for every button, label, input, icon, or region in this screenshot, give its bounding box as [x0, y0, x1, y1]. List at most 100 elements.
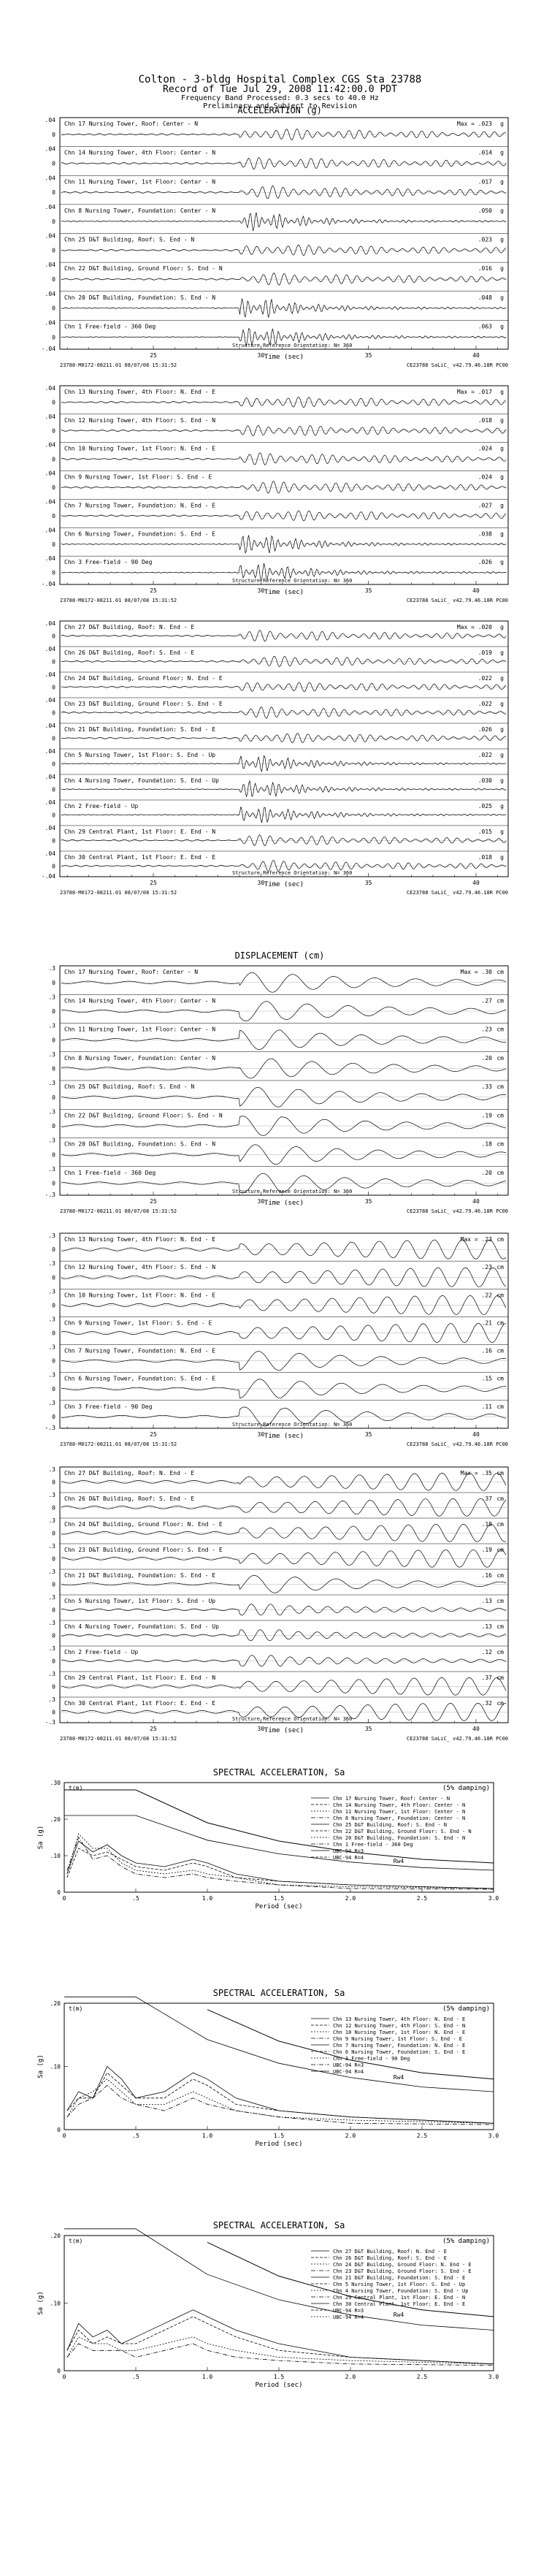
trace: [61, 157, 507, 170]
spectra-title: SPECTRAL ACCELERATION, Sa: [213, 1767, 345, 1777]
y-tick-label: .04: [45, 414, 56, 420]
y-tick-label: .3: [48, 1569, 55, 1575]
trace: [61, 185, 507, 199]
y-tick-label: 0: [52, 1658, 55, 1664]
y-tick-label: 0: [52, 1066, 55, 1072]
legend-entry: Chn 1 Free-field - 360 Deg: [333, 1842, 413, 1848]
y-tick-label: 0: [52, 1274, 55, 1281]
y-tick-label: .3: [48, 1696, 55, 1703]
trace: [61, 1703, 507, 1721]
trace: [61, 397, 507, 408]
spectrum-series: [66, 2309, 494, 2365]
trace: [61, 682, 507, 693]
y-tick-label: .3: [48, 1517, 55, 1524]
peak-unit: g: [500, 178, 504, 185]
legend-entry: Chn 12 Nursing Tower, 4th Floor: S. End …: [333, 2023, 465, 2029]
y-tick-label: -.3: [45, 1192, 56, 1198]
peak-value: .063: [478, 323, 492, 329]
trace: [61, 1144, 507, 1165]
y-tick-label: 0: [52, 1151, 55, 1158]
trace: [61, 452, 507, 466]
channel-label: Chn 24 D&T Building, Ground Floor: N. En…: [64, 1521, 223, 1528]
channel-label: Chn 7 Nursing Tower, Foundation: N. End …: [64, 1348, 215, 1354]
legend-entry: Chn 10 Nursing Tower, 1st Floor: N. End …: [333, 2030, 465, 2035]
trace: [61, 424, 507, 437]
channel-label: Chn 22 D&T Building, Ground Floor: S. En…: [64, 265, 223, 272]
peak-unit: g: [500, 265, 504, 272]
spectra-tag: t(m): [69, 2005, 83, 2012]
trace: [61, 298, 507, 318]
peak-value: Max = .23: [461, 1236, 493, 1243]
peak-unit: g: [500, 121, 504, 127]
peak-value: .023: [478, 237, 492, 243]
channel-label: Chn 30 Central Plant, 1st Floor: E. End …: [64, 1700, 215, 1707]
spectrum-series: [66, 2316, 494, 2365]
code-curve-label: Rw4: [394, 1858, 404, 1864]
y-tick-label: 0: [52, 786, 55, 793]
frequency-band: Frequency Band Processed: 0.3 secs to 40…: [181, 94, 379, 102]
y-tick-label: .04: [45, 527, 56, 533]
channel-label: Chn 30 Central Plant, 1st Floor: E. End …: [64, 854, 215, 861]
peak-value: .025: [478, 803, 492, 809]
trace: [61, 1267, 507, 1287]
trace: [61, 1058, 507, 1079]
legend-entry: Chn 14 Nursing Tower, 4th Floor: Center …: [333, 1802, 465, 1808]
channel-label: Chn 8 Nursing Tower, Foundation: Center …: [64, 1055, 215, 1062]
legend-entry: Chn 3 Free-field - 90 Deg: [333, 2056, 410, 2062]
peak-value: .026: [478, 726, 492, 733]
peak-value: .20: [482, 1170, 493, 1176]
x-tick-label: .5: [132, 2133, 139, 2139]
peak-unit: cm: [496, 1470, 504, 1476]
peak-unit: cm: [496, 1292, 504, 1298]
peak-value: .024: [478, 474, 492, 481]
x-tick-label: 35: [365, 352, 372, 359]
y-tick-label: .3: [48, 1671, 55, 1677]
x-tick-label: 30: [258, 880, 265, 886]
spectrum-series: [66, 1833, 494, 1889]
legend-entry: UBC-94 R=4: [333, 1855, 364, 1861]
trace: [61, 563, 507, 582]
peak-unit: g: [500, 323, 504, 329]
y-tick-label: 0: [52, 1330, 55, 1337]
peak-value: .017: [478, 178, 492, 185]
trace: [61, 860, 507, 872]
x-tick-label: 25: [150, 1431, 157, 1438]
peak-unit: cm: [496, 1521, 504, 1528]
peak-value: .37: [482, 1674, 493, 1681]
x-tick-label: 3.0: [488, 2133, 499, 2139]
spectra-title: SPECTRAL ACCELERATION, Sa: [213, 2220, 345, 2230]
y-tick-label: .04: [45, 470, 56, 477]
y-tick-label: .04: [45, 233, 56, 240]
legend-entry: Chn 4 Nursing Tower, Foundation: S. End …: [333, 2288, 468, 2294]
y-tick-label: 0: [52, 513, 55, 519]
peak-unit: cm: [496, 1403, 504, 1410]
x-tick-label: 0: [63, 2374, 66, 2380]
legend-entry: Chn 27 D&T Building, Roof: N. End - E: [333, 2249, 447, 2255]
trace: [61, 1323, 507, 1343]
legend-entry: UBC-94 R=3: [333, 2062, 364, 2068]
y-tick-label: .04: [45, 117, 56, 123]
peak-value: .21: [482, 1319, 493, 1326]
y-tick-label: 0: [52, 1123, 55, 1129]
trace: [61, 780, 507, 798]
x-tick-label: 30: [258, 587, 265, 594]
y-tick-label: 0: [52, 1094, 55, 1101]
y-axis-label: Sa (g): [37, 2054, 45, 2078]
y-tick-label: .04: [45, 204, 56, 210]
y-tick-label: 0: [52, 1504, 55, 1511]
channel-label: Chn 10 Nursing Tower, 1st Floor: N. End …: [64, 1292, 215, 1298]
code-spectrum-curve: [207, 2009, 494, 2080]
y-tick-label: 0: [52, 980, 55, 986]
trace: [61, 1549, 507, 1568]
channel-label: Chn 5 Nursing Tower, 1st Floor: S. End -…: [64, 752, 215, 758]
channel-label: Chn 29 Central Plant, 1st Floor: E. End …: [64, 1674, 215, 1681]
legend-entry: Chn 30 Central Plant, 1st Floor: E. End …: [333, 2301, 465, 2307]
spectra-plot-1: SPECTRAL ACCELERATION, Sa t(m) (5% damping…: [37, 1767, 499, 1910]
x-tick-label: .5: [132, 2374, 139, 2380]
channel-label: Chn 25 D&T Building, Roof: S. End - N: [64, 1083, 194, 1090]
peak-unit: cm: [496, 1236, 504, 1243]
x-tick-label: 25: [150, 1726, 157, 1732]
peak-value: .022: [478, 752, 492, 758]
channel-label: Chn 23 D&T Building, Ground Floor: S. En…: [64, 1547, 223, 1553]
